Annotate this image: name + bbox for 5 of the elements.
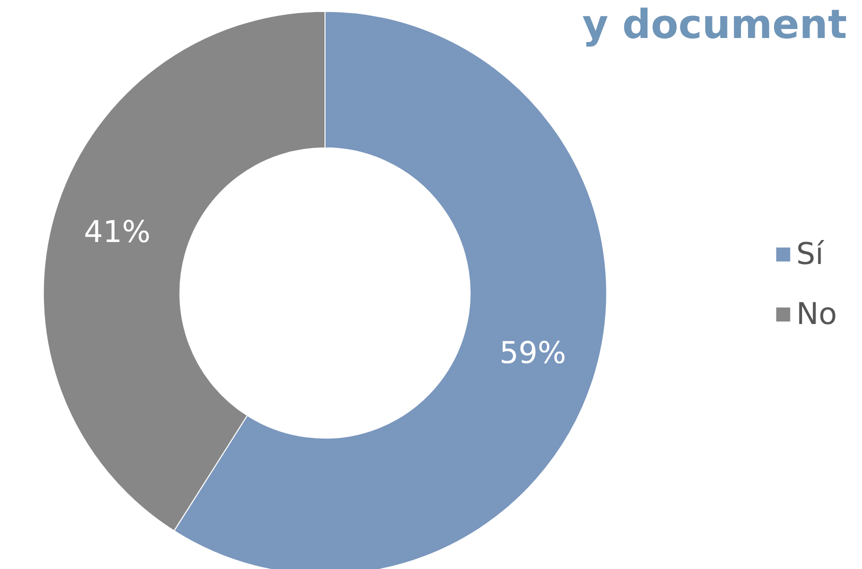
data-label: 59% bbox=[499, 336, 566, 371]
data-label: 41% bbox=[84, 215, 151, 250]
chart-title: y document bbox=[582, 2, 848, 48]
legend-label: No bbox=[796, 297, 837, 332]
legend-label: Sí bbox=[796, 237, 826, 272]
